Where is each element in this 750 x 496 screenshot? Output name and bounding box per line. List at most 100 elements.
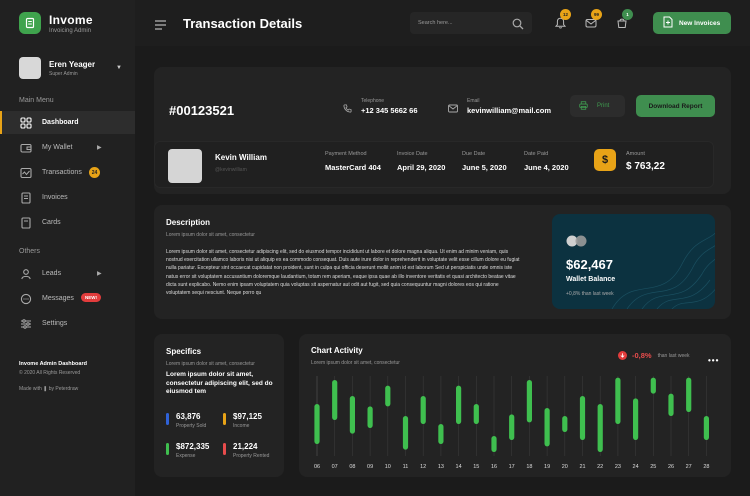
chart-bar[interactable] [668,393,674,416]
main-menu-heading: Main Menu [19,97,54,104]
user-menu[interactable]: Eren Yeager Super Admin ▼ [12,53,124,83]
invoice-icon [19,191,33,205]
menu-toggle-icon[interactable] [155,17,167,35]
chart-x-tick-label: 19 [544,464,550,470]
search-icon[interactable] [512,17,524,35]
chart-title: Chart Activity [311,346,363,355]
user-role: Super Admin [49,70,78,77]
email-value: kevinwilliam@mail.com [467,106,552,115]
chart-x-tick-label: 22 [597,464,603,470]
description-title: Description [166,218,211,227]
message-icon[interactable]: 99 [584,9,602,30]
chevron-right-icon: ▶ [97,145,102,151]
app-logo[interactable]: Invome Invoicing Admin [19,12,93,34]
chart-bar[interactable] [420,396,426,424]
sidebar-item-transactions[interactable]: Transactions 24 [0,161,135,184]
email-info: Email kevinwilliam@mail.com [448,98,551,118]
chart-bar[interactable] [349,396,355,434]
chart-change-label: than last week [657,352,690,359]
payment-method-value: MasterCard 404 [325,163,381,172]
chart-x-tick-label: 08 [349,464,355,470]
chevron-down-icon[interactable]: ▼ [116,65,122,71]
wallet-balance-card[interactable]: $62,467 Wallet Balance +0,8% than last w… [552,214,715,309]
cart-count: 1 [622,9,633,20]
customer-name: Kevin William [215,153,267,162]
stat-color-bar [166,443,169,455]
sidebar-item-my-wallet[interactable]: My Wallet ▶ [0,136,135,159]
print-label: Print [597,103,610,109]
new-invoice-button[interactable]: New Invoices [653,12,731,34]
chevron-right-icon: ▶ [97,271,102,277]
new-badge: NEW! [81,293,101,302]
chart-bar[interactable] [491,436,497,452]
chart-bar[interactable] [402,416,409,450]
chart-bar[interactable] [332,380,338,420]
stat-value: $97,125 [233,412,262,421]
chart-x-tick-label: 12 [420,464,426,470]
sidebar-item-label: Transactions [42,169,82,176]
chart-x-tick-label: 09 [367,464,373,470]
wallet-label: Wallet Balance [566,276,616,283]
chart-bar[interactable] [509,414,515,440]
sidebar-item-messages[interactable]: Messages NEW! [0,287,135,310]
sidebar-item-settings[interactable]: Settings [0,312,135,335]
wallet-amount: $62,467 [566,257,613,272]
telephone-label: Telephone [361,98,385,104]
arrow-down-icon [618,351,627,360]
stat-color-bar [166,413,169,425]
messages-count: 99 [591,9,602,20]
chart-x-tick-label: 18 [526,464,532,470]
sidebar-item-dashboard[interactable]: Dashboard [0,111,135,134]
download-report-button[interactable]: Download Report [636,95,715,117]
chart-bar[interactable] [562,416,568,432]
chart-bar[interactable] [686,377,692,412]
chart-x-tick-label: 06 [314,464,320,470]
chart-x-tick-label: 16 [491,464,497,470]
stat-expense: $872,335 Expense [166,442,209,459]
more-options-icon[interactable]: ••• [708,356,720,365]
page-title: Transaction Details [183,16,303,31]
telephone-value: +12 345 5662 66 [361,106,418,115]
user-name: Eren Yeager [49,59,96,69]
chart-x-tick-label: 07 [332,464,338,470]
search-input[interactable] [418,17,508,29]
cart-icon[interactable]: 1 [615,9,633,30]
card-brand-icon [566,235,587,247]
chart-bar[interactable] [367,406,373,428]
chart-x-tick-label: 26 [668,464,674,470]
user-avatar [19,57,41,79]
chart-bar[interactable] [314,404,320,444]
chart-x-tick-label: 24 [633,464,639,470]
chart-bar[interactable] [385,385,391,407]
bell-icon[interactable]: 12 [553,9,571,30]
chart-bar[interactable] [456,385,462,424]
settings-icon [19,317,33,331]
chart-bar[interactable] [615,377,621,424]
invoice-number: #00123521 [169,103,235,118]
chart-bar[interactable] [597,404,603,452]
print-button[interactable]: Print [570,95,625,117]
description-card: Description Lorem ipsum dolor sit amet, … [154,205,731,319]
search-bar [410,12,532,34]
transactions-count-badge: 24 [89,167,100,178]
phone-icon [343,100,352,118]
chart-bar[interactable] [544,408,550,447]
chart-bar[interactable] [526,380,532,423]
sidebar-item-label: My Wallet [42,144,73,151]
chart-bar[interactable] [438,424,444,444]
chart-bar[interactable] [579,396,586,440]
chart-bar[interactable] [473,404,479,424]
transaction-card: #00123521 Telephone +12 345 5662 66 Emai… [154,67,731,194]
footer-credits: Made with ❚ by Peterdraw [19,386,79,392]
sidebar-item-cards[interactable]: Cards [0,211,135,234]
chart-bar[interactable] [650,377,656,394]
chart-bar[interactable] [703,416,709,440]
specifics-subtitle: Lorem ipsum dolor sit amet, consectetur [166,361,255,367]
invoice-date-label: Invoice Date [397,151,428,157]
sidebar-item-invoices[interactable]: Invoices [0,186,135,209]
logo-icon [19,12,41,34]
chart-x-tick-label: 10 [385,464,391,470]
chart-bar[interactable] [633,398,639,440]
specifics-card: Specifics Lorem ipsum dolor sit amet, co… [154,334,284,477]
sidebar-item-leads[interactable]: Leads ▶ [0,262,135,285]
